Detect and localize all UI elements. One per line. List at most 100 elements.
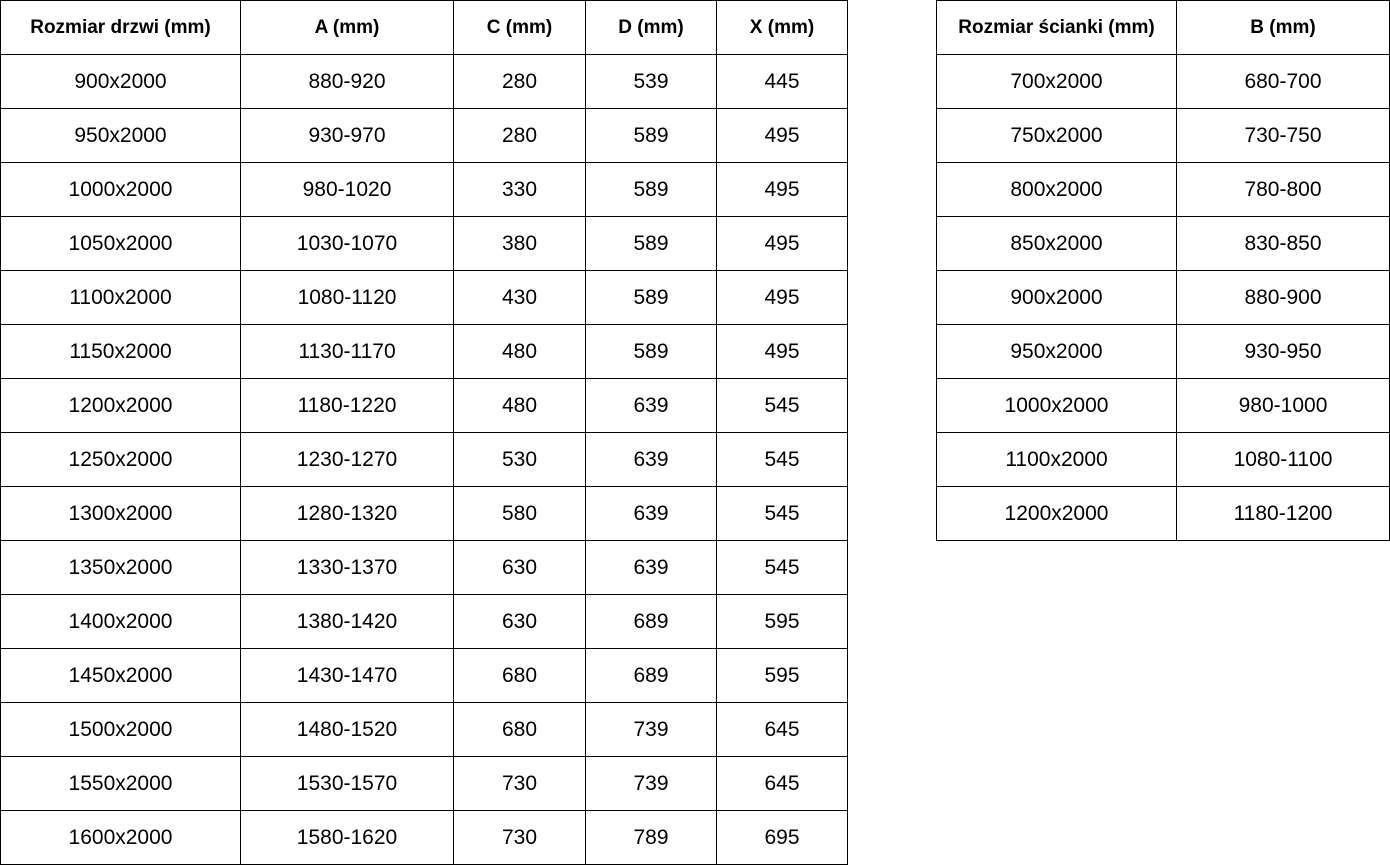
table-cell: 1300x2000: [0, 486, 241, 541]
table-row: 700x2000 680-700: [936, 54, 1390, 109]
table-cell: 1330-1370: [240, 540, 454, 595]
table-cell: 1100x2000: [0, 270, 241, 325]
table-cell: 1080-1120: [240, 270, 454, 325]
table-row: 1550x2000 1530-1570 730 739 645: [0, 756, 848, 811]
door-size-table: Rozmiar drzwi (mm) A (mm) C (mm) D (mm) X (m…: [0, 0, 848, 865]
table-cell: 680: [453, 648, 586, 703]
table-cell: 830-850: [1176, 216, 1390, 271]
table-cell: 689: [585, 648, 717, 703]
table-cell: 700x2000: [936, 54, 1177, 109]
table-cell: 980-1020: [240, 162, 454, 217]
table-cell: 1480-1520: [240, 702, 454, 757]
table-cell: 589: [585, 108, 717, 163]
table-cell: 280: [453, 54, 586, 109]
table-row: 1250x2000 1230-1270 530 639 545: [0, 432, 848, 487]
table-cell: 589: [585, 162, 717, 217]
table-cell: 880-900: [1176, 270, 1390, 325]
table-cell: 1150x2000: [0, 324, 241, 379]
table-cell: 1600x2000: [0, 810, 241, 865]
table-cell: 730-750: [1176, 108, 1390, 163]
table-cell: 589: [585, 270, 717, 325]
table-cell: 630: [453, 540, 586, 595]
header-row: Rozmiar drzwi (mm) A (mm) C (mm) D (mm) X (m…: [0, 0, 848, 55]
table-cell: 1130-1170: [240, 324, 454, 379]
table-cell: 680-700: [1176, 54, 1390, 109]
table-cell: 1000x2000: [936, 378, 1177, 433]
table-row: 1350x2000 1330-1370 630 639 545: [0, 540, 848, 595]
table-row: 900x2000 880-920 280 539 445: [0, 54, 848, 109]
table-cell: 589: [585, 216, 717, 271]
table-cell: 1450x2000: [0, 648, 241, 703]
table-cell: 639: [585, 432, 717, 487]
table-cell: 495: [716, 162, 848, 217]
table-cell: 880-920: [240, 54, 454, 109]
table-cell: 595: [716, 594, 848, 649]
table-cell: 430: [453, 270, 586, 325]
table-cell: 330: [453, 162, 586, 217]
table-row: 950x2000 930-950: [936, 324, 1390, 379]
table-cell: 1350x2000: [0, 540, 241, 595]
table-row: 750x2000 730-750: [936, 108, 1390, 163]
table-row: 1400x2000 1380-1420 630 689 595: [0, 594, 848, 649]
table-cell: 1430-1470: [240, 648, 454, 703]
table-cell: 800x2000: [936, 162, 1177, 217]
table-cell: 1030-1070: [240, 216, 454, 271]
table-cell: 595: [716, 648, 848, 703]
table-row: 1100x2000 1080-1120 430 589 495: [0, 270, 848, 325]
table-cell: 1180-1200: [1176, 486, 1390, 541]
table-cell: 280: [453, 108, 586, 163]
table-cell: 980-1000: [1176, 378, 1390, 433]
column-header: D (mm): [585, 0, 717, 55]
table-row: 1300x2000 1280-1320 580 639 545: [0, 486, 848, 541]
table-cell: 639: [585, 540, 717, 595]
table-cell: 545: [716, 432, 848, 487]
table-cell: 580: [453, 486, 586, 541]
table-cell: 1250x2000: [0, 432, 241, 487]
table-cell: 789: [585, 810, 717, 865]
table-cell: 1550x2000: [0, 756, 241, 811]
table-cell: 639: [585, 378, 717, 433]
table-cell: 1230-1270: [240, 432, 454, 487]
table-cell: 1380-1420: [240, 594, 454, 649]
table-row: 1600x2000 1580-1620 730 789 695: [0, 810, 848, 865]
table-cell: 495: [716, 270, 848, 325]
column-header: Rozmiar drzwi (mm): [0, 0, 241, 55]
table-cell: 1080-1100: [1176, 432, 1390, 487]
table-cell: 689: [585, 594, 717, 649]
table-cell: 680: [453, 702, 586, 757]
table-cell: 645: [716, 756, 848, 811]
table-cell: 1530-1570: [240, 756, 454, 811]
table-cell: 495: [716, 108, 848, 163]
table-cell: 1000x2000: [0, 162, 241, 217]
table-row: 950x2000 930-970 280 589 495: [0, 108, 848, 163]
table-row: 1050x2000 1030-1070 380 589 495: [0, 216, 848, 271]
table-cell: 380: [453, 216, 586, 271]
table-cell: 950x2000: [936, 324, 1177, 379]
table-row: 800x2000 780-800: [936, 162, 1390, 217]
table-cell: 1200x2000: [0, 378, 241, 433]
table-cell: 589: [585, 324, 717, 379]
table-cell: 1580-1620: [240, 810, 454, 865]
table-row: 1450x2000 1430-1470 680 689 595: [0, 648, 848, 703]
table-cell: 495: [716, 216, 848, 271]
table-cell: 1100x2000: [936, 432, 1177, 487]
header-row: Rozmiar ścianki (mm) B (mm): [936, 0, 1390, 55]
table-cell: 530: [453, 432, 586, 487]
table-cell: 1280-1320: [240, 486, 454, 541]
table-cell: 930-950: [1176, 324, 1390, 379]
table-row: 1200x2000 1180-1200: [936, 486, 1390, 541]
table-cell: 780-800: [1176, 162, 1390, 217]
column-header: B (mm): [1176, 0, 1390, 55]
table-cell: 545: [716, 378, 848, 433]
table-row: 1100x2000 1080-1100: [936, 432, 1390, 487]
table-cell: 1050x2000: [0, 216, 241, 271]
table-cell: 739: [585, 702, 717, 757]
table-cell: 630: [453, 594, 586, 649]
column-header: X (mm): [716, 0, 848, 55]
table-row: 1500x2000 1480-1520 680 739 645: [0, 702, 848, 757]
table-row: 1200x2000 1180-1220 480 639 545: [0, 378, 848, 433]
table-cell: 930-970: [240, 108, 454, 163]
table-cell: 480: [453, 324, 586, 379]
table-row: 1000x2000 980-1000: [936, 378, 1390, 433]
table-cell: 750x2000: [936, 108, 1177, 163]
